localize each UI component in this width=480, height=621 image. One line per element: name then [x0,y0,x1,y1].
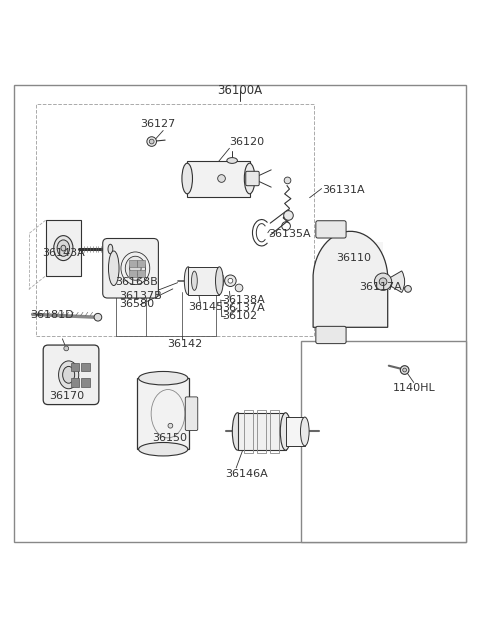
FancyBboxPatch shape [103,238,158,298]
Bar [137,270,145,277]
Ellipse shape [280,413,291,450]
Text: 36170: 36170 [49,391,84,401]
Ellipse shape [139,443,188,456]
Text: 36137B: 36137B [119,291,162,301]
Circle shape [228,278,233,283]
Bar [257,410,266,453]
Ellipse shape [216,267,223,294]
Bar [129,270,137,277]
Circle shape [149,139,154,144]
Text: 36168B: 36168B [115,277,158,287]
Ellipse shape [244,163,255,194]
Bar [71,378,79,387]
Text: 36102: 36102 [222,311,257,321]
Text: 36181D: 36181D [30,310,73,320]
Circle shape [147,137,156,147]
Text: 36580: 36580 [119,299,154,309]
Circle shape [168,424,173,428]
Circle shape [64,346,69,351]
Circle shape [400,366,409,374]
Circle shape [235,284,243,292]
Bar [137,378,189,449]
Circle shape [225,275,236,286]
Ellipse shape [300,417,309,446]
FancyBboxPatch shape [185,397,198,430]
Text: 36127: 36127 [140,119,175,129]
Ellipse shape [184,267,192,294]
Bar [36,104,314,337]
Ellipse shape [227,158,238,163]
Bar [286,417,305,446]
Ellipse shape [232,413,243,450]
Text: 36145: 36145 [188,302,223,312]
FancyBboxPatch shape [316,327,346,343]
Text: 36143A: 36143A [42,248,85,258]
Bar [81,363,90,371]
Ellipse shape [61,245,66,251]
Circle shape [284,211,293,220]
Circle shape [374,273,392,291]
FancyBboxPatch shape [316,220,346,238]
Bar [137,260,145,267]
Ellipse shape [108,251,119,286]
Ellipse shape [192,271,197,291]
Ellipse shape [57,240,70,256]
Text: 1140HL: 1140HL [392,383,435,394]
Bar [244,410,253,453]
Bar [188,267,219,294]
FancyBboxPatch shape [43,345,99,404]
Bar [301,341,466,542]
Ellipse shape [62,366,75,383]
Circle shape [405,286,411,292]
Ellipse shape [108,244,113,254]
Circle shape [218,175,226,183]
Text: 36137A: 36137A [222,303,264,313]
Ellipse shape [59,361,79,389]
Text: 36150: 36150 [153,433,188,443]
Text: 36120: 36120 [229,137,264,147]
Bar [238,413,286,450]
Circle shape [284,177,291,184]
Ellipse shape [130,261,141,275]
Bar [71,363,79,371]
Bar [187,160,250,196]
FancyBboxPatch shape [246,171,259,186]
Ellipse shape [125,256,145,280]
Ellipse shape [54,235,73,261]
Text: 36135A: 36135A [268,229,311,238]
Text: 36142: 36142 [167,339,202,349]
Text: 36138A: 36138A [222,295,264,305]
Ellipse shape [182,163,192,194]
Polygon shape [46,220,81,276]
Text: 36131A: 36131A [323,184,365,194]
Bar [331,242,383,321]
Polygon shape [313,232,388,327]
Wedge shape [383,271,405,292]
Bar [129,260,137,267]
Text: 36110: 36110 [336,253,371,263]
Bar [81,378,90,387]
Text: 36146A: 36146A [226,469,268,479]
Ellipse shape [139,371,188,385]
Text: 36117A: 36117A [359,283,402,292]
Bar [270,410,279,453]
Circle shape [403,368,407,372]
Circle shape [379,278,387,286]
Circle shape [94,314,102,321]
Text: 36100A: 36100A [217,84,263,97]
